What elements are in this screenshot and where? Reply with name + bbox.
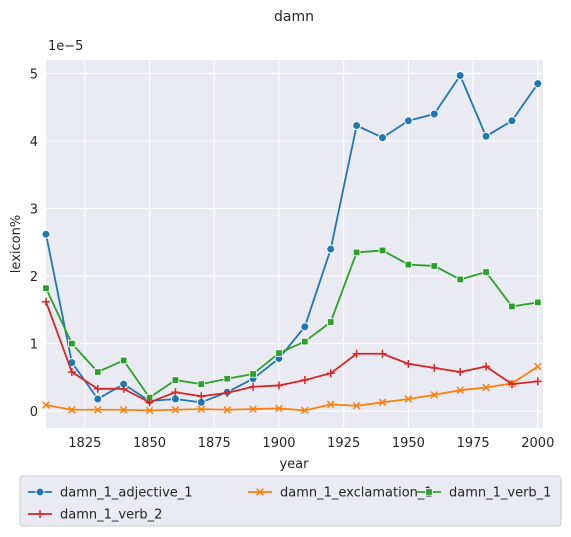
legend-label: damn_1_exclamation_1 xyxy=(280,486,433,501)
legend-label: damn_1_verb_2 xyxy=(60,508,162,523)
data-point xyxy=(250,371,257,378)
data-point xyxy=(405,261,412,268)
x-tick-label: 1925 xyxy=(327,436,360,451)
y-tick-label: 1 xyxy=(30,338,38,353)
chart-title: damn xyxy=(274,9,314,25)
data-point xyxy=(404,117,412,125)
x-tick-label: 1950 xyxy=(392,436,425,451)
data-point xyxy=(120,357,127,364)
y-tick-label: 4 xyxy=(30,135,38,150)
legend-marker xyxy=(426,489,433,496)
y-axis-label: lexicon% xyxy=(9,215,24,273)
plot-area xyxy=(46,60,543,428)
x-tick-label: 1850 xyxy=(133,436,166,451)
data-point xyxy=(379,134,387,142)
y-tick-label: 5 xyxy=(30,68,38,83)
data-point xyxy=(276,350,283,357)
x-tick-label: 2000 xyxy=(521,436,554,451)
x-axis-label: year xyxy=(279,457,309,472)
data-point xyxy=(301,323,309,331)
y-tick-labels: 0 1 2 3 4 5 xyxy=(30,68,38,421)
data-point xyxy=(94,395,102,403)
data-point xyxy=(327,245,335,253)
data-point xyxy=(482,132,490,140)
data-point xyxy=(172,377,179,384)
legend-label: damn_1_verb_1 xyxy=(449,486,551,501)
legend: damn_1_adjective_1 damn_1_exclamation_1 da… xyxy=(20,476,561,526)
y-tick-label: 2 xyxy=(30,270,38,285)
data-point xyxy=(42,230,50,238)
data-point xyxy=(431,263,438,270)
data-point xyxy=(302,338,309,345)
data-point xyxy=(94,369,101,376)
x-tick-label: 1975 xyxy=(457,436,490,451)
x-tick-label: 1875 xyxy=(198,436,231,451)
data-point xyxy=(224,375,231,382)
data-point xyxy=(198,381,205,388)
legend-label: damn_1_adjective_1 xyxy=(60,486,193,501)
y-tick-label: 0 xyxy=(30,405,38,420)
data-point xyxy=(379,247,386,254)
y-tick-label: 3 xyxy=(30,203,38,218)
data-point xyxy=(509,303,516,310)
data-point xyxy=(69,340,76,347)
data-point xyxy=(535,299,542,306)
data-point xyxy=(327,319,334,326)
legend-marker xyxy=(36,488,44,496)
data-point xyxy=(534,80,542,88)
data-point xyxy=(43,285,50,292)
data-point xyxy=(353,249,360,256)
x-tick-labels: 1825 1850 1875 1900 1925 1950 1975 2000 xyxy=(68,436,554,451)
data-point xyxy=(456,72,464,80)
data-point xyxy=(483,269,490,276)
data-point xyxy=(430,110,438,118)
y-multiplier-label: 1e−5 xyxy=(48,39,83,54)
data-point xyxy=(508,117,516,125)
x-tick-label: 1825 xyxy=(68,436,101,451)
data-point xyxy=(457,276,464,283)
data-point xyxy=(353,121,361,129)
x-tick-label: 1900 xyxy=(262,436,295,451)
